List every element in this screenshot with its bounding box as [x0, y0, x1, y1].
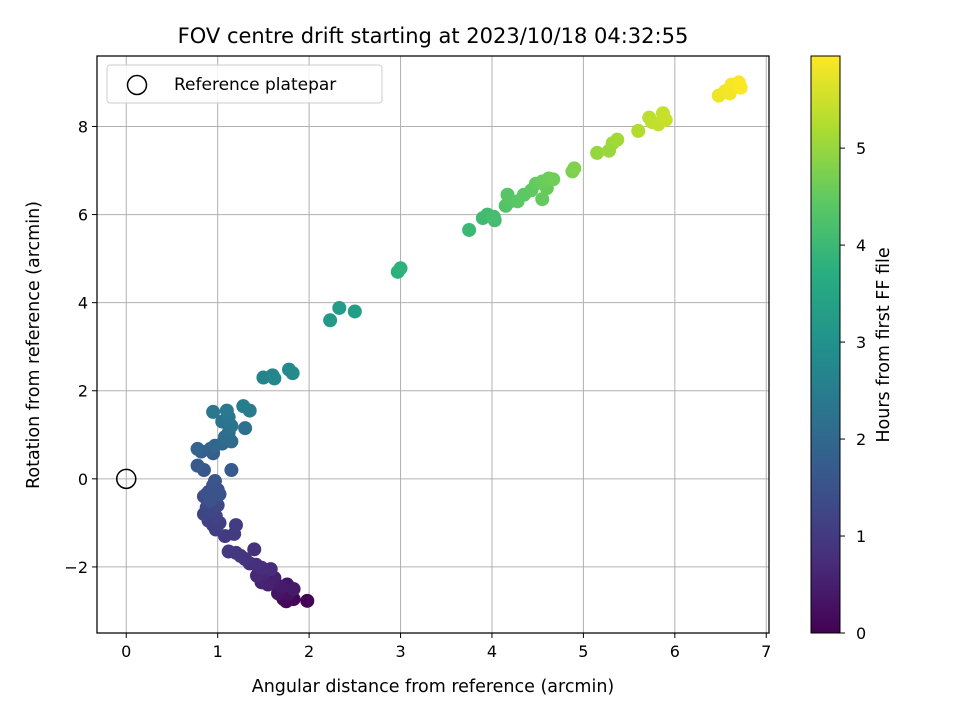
- data-point: [567, 161, 582, 176]
- data-point: [247, 542, 262, 557]
- data-point: [238, 421, 253, 436]
- data-point: [285, 366, 300, 381]
- y-axis-ticks: −2 0 2 4 6 8: [64, 117, 97, 577]
- chart-title: FOV centre drift starting at 2023/10/18 …: [178, 24, 689, 48]
- data-point: [500, 187, 515, 202]
- data-point: [733, 80, 748, 95]
- y-tick-label: 6: [78, 206, 88, 225]
- x-axis-label: Angular distance from reference (arcmin): [252, 677, 615, 697]
- data-point: [347, 304, 362, 319]
- plot-frame: [96, 55, 770, 634]
- x-tick-label: 5: [578, 642, 588, 661]
- plot-area: [96, 55, 770, 634]
- data-point: [224, 463, 239, 478]
- data-point: [610, 132, 625, 147]
- data-point: [206, 404, 221, 419]
- colorbar-tick-label: 4: [856, 236, 866, 255]
- colorbar-ticks: 0 1 2 3 4 5: [840, 139, 866, 643]
- data-point: [300, 593, 315, 608]
- data-point: [393, 261, 408, 276]
- data-point: [219, 403, 234, 418]
- x-tick-label: 3: [395, 642, 405, 661]
- legend-box: [106, 64, 383, 104]
- reference-platepar-marker: [116, 468, 137, 490]
- data-point: [221, 544, 236, 559]
- data-point: [658, 112, 673, 127]
- colorbar-label: Hours from first FF file: [874, 247, 894, 442]
- data-point: [323, 313, 338, 328]
- y-tick-label: 8: [78, 117, 88, 136]
- legend-entry-label: Reference platepar: [174, 75, 336, 95]
- data-point: [236, 399, 251, 414]
- colorbar-tick-label: 3: [856, 333, 866, 352]
- colorbar-tick-label: 1: [856, 527, 866, 546]
- data-point: [267, 371, 282, 386]
- colorbar-gradient: [810, 55, 841, 634]
- x-tick-label: 7: [761, 642, 771, 661]
- reference-marker-group: [116, 468, 137, 490]
- colorbar-tick-label: 2: [856, 430, 866, 449]
- data-point: [546, 172, 561, 187]
- data-point: [590, 145, 605, 160]
- y-tick-label: 0: [78, 470, 88, 489]
- data-point: [190, 441, 205, 456]
- colorbar-tick-label: 5: [856, 139, 866, 158]
- x-tick-label: 6: [670, 642, 680, 661]
- x-axis-ticks: 0 1 2 3 4 5 6 7: [121, 633, 771, 661]
- x-tick-label: 0: [121, 642, 131, 661]
- y-tick-label: 4: [78, 294, 88, 313]
- data-point: [228, 518, 243, 533]
- data-point: [207, 474, 222, 489]
- data-point: [332, 300, 347, 315]
- legend: Reference platepar: [106, 64, 383, 104]
- y-tick-label: −2: [64, 558, 88, 577]
- colorbar-tick-label: 0: [856, 624, 866, 643]
- data-points: [190, 75, 748, 609]
- y-tick-label: 2: [78, 382, 88, 401]
- grid: [97, 56, 769, 633]
- data-point: [190, 458, 205, 473]
- y-axis-label: Rotation from reference (arcmin): [24, 201, 44, 489]
- data-point: [462, 222, 477, 237]
- data-point: [631, 123, 646, 138]
- legend-reference-marker: [126, 74, 148, 96]
- data-point: [486, 209, 501, 224]
- colorbar: 0 1 2 3 4 5 Hours from first FF file: [810, 55, 894, 643]
- x-tick-label: 1: [213, 642, 223, 661]
- data-point: [286, 581, 301, 596]
- x-tick-label: 4: [487, 642, 497, 661]
- x-tick-label: 2: [304, 642, 314, 661]
- data-point: [535, 192, 550, 207]
